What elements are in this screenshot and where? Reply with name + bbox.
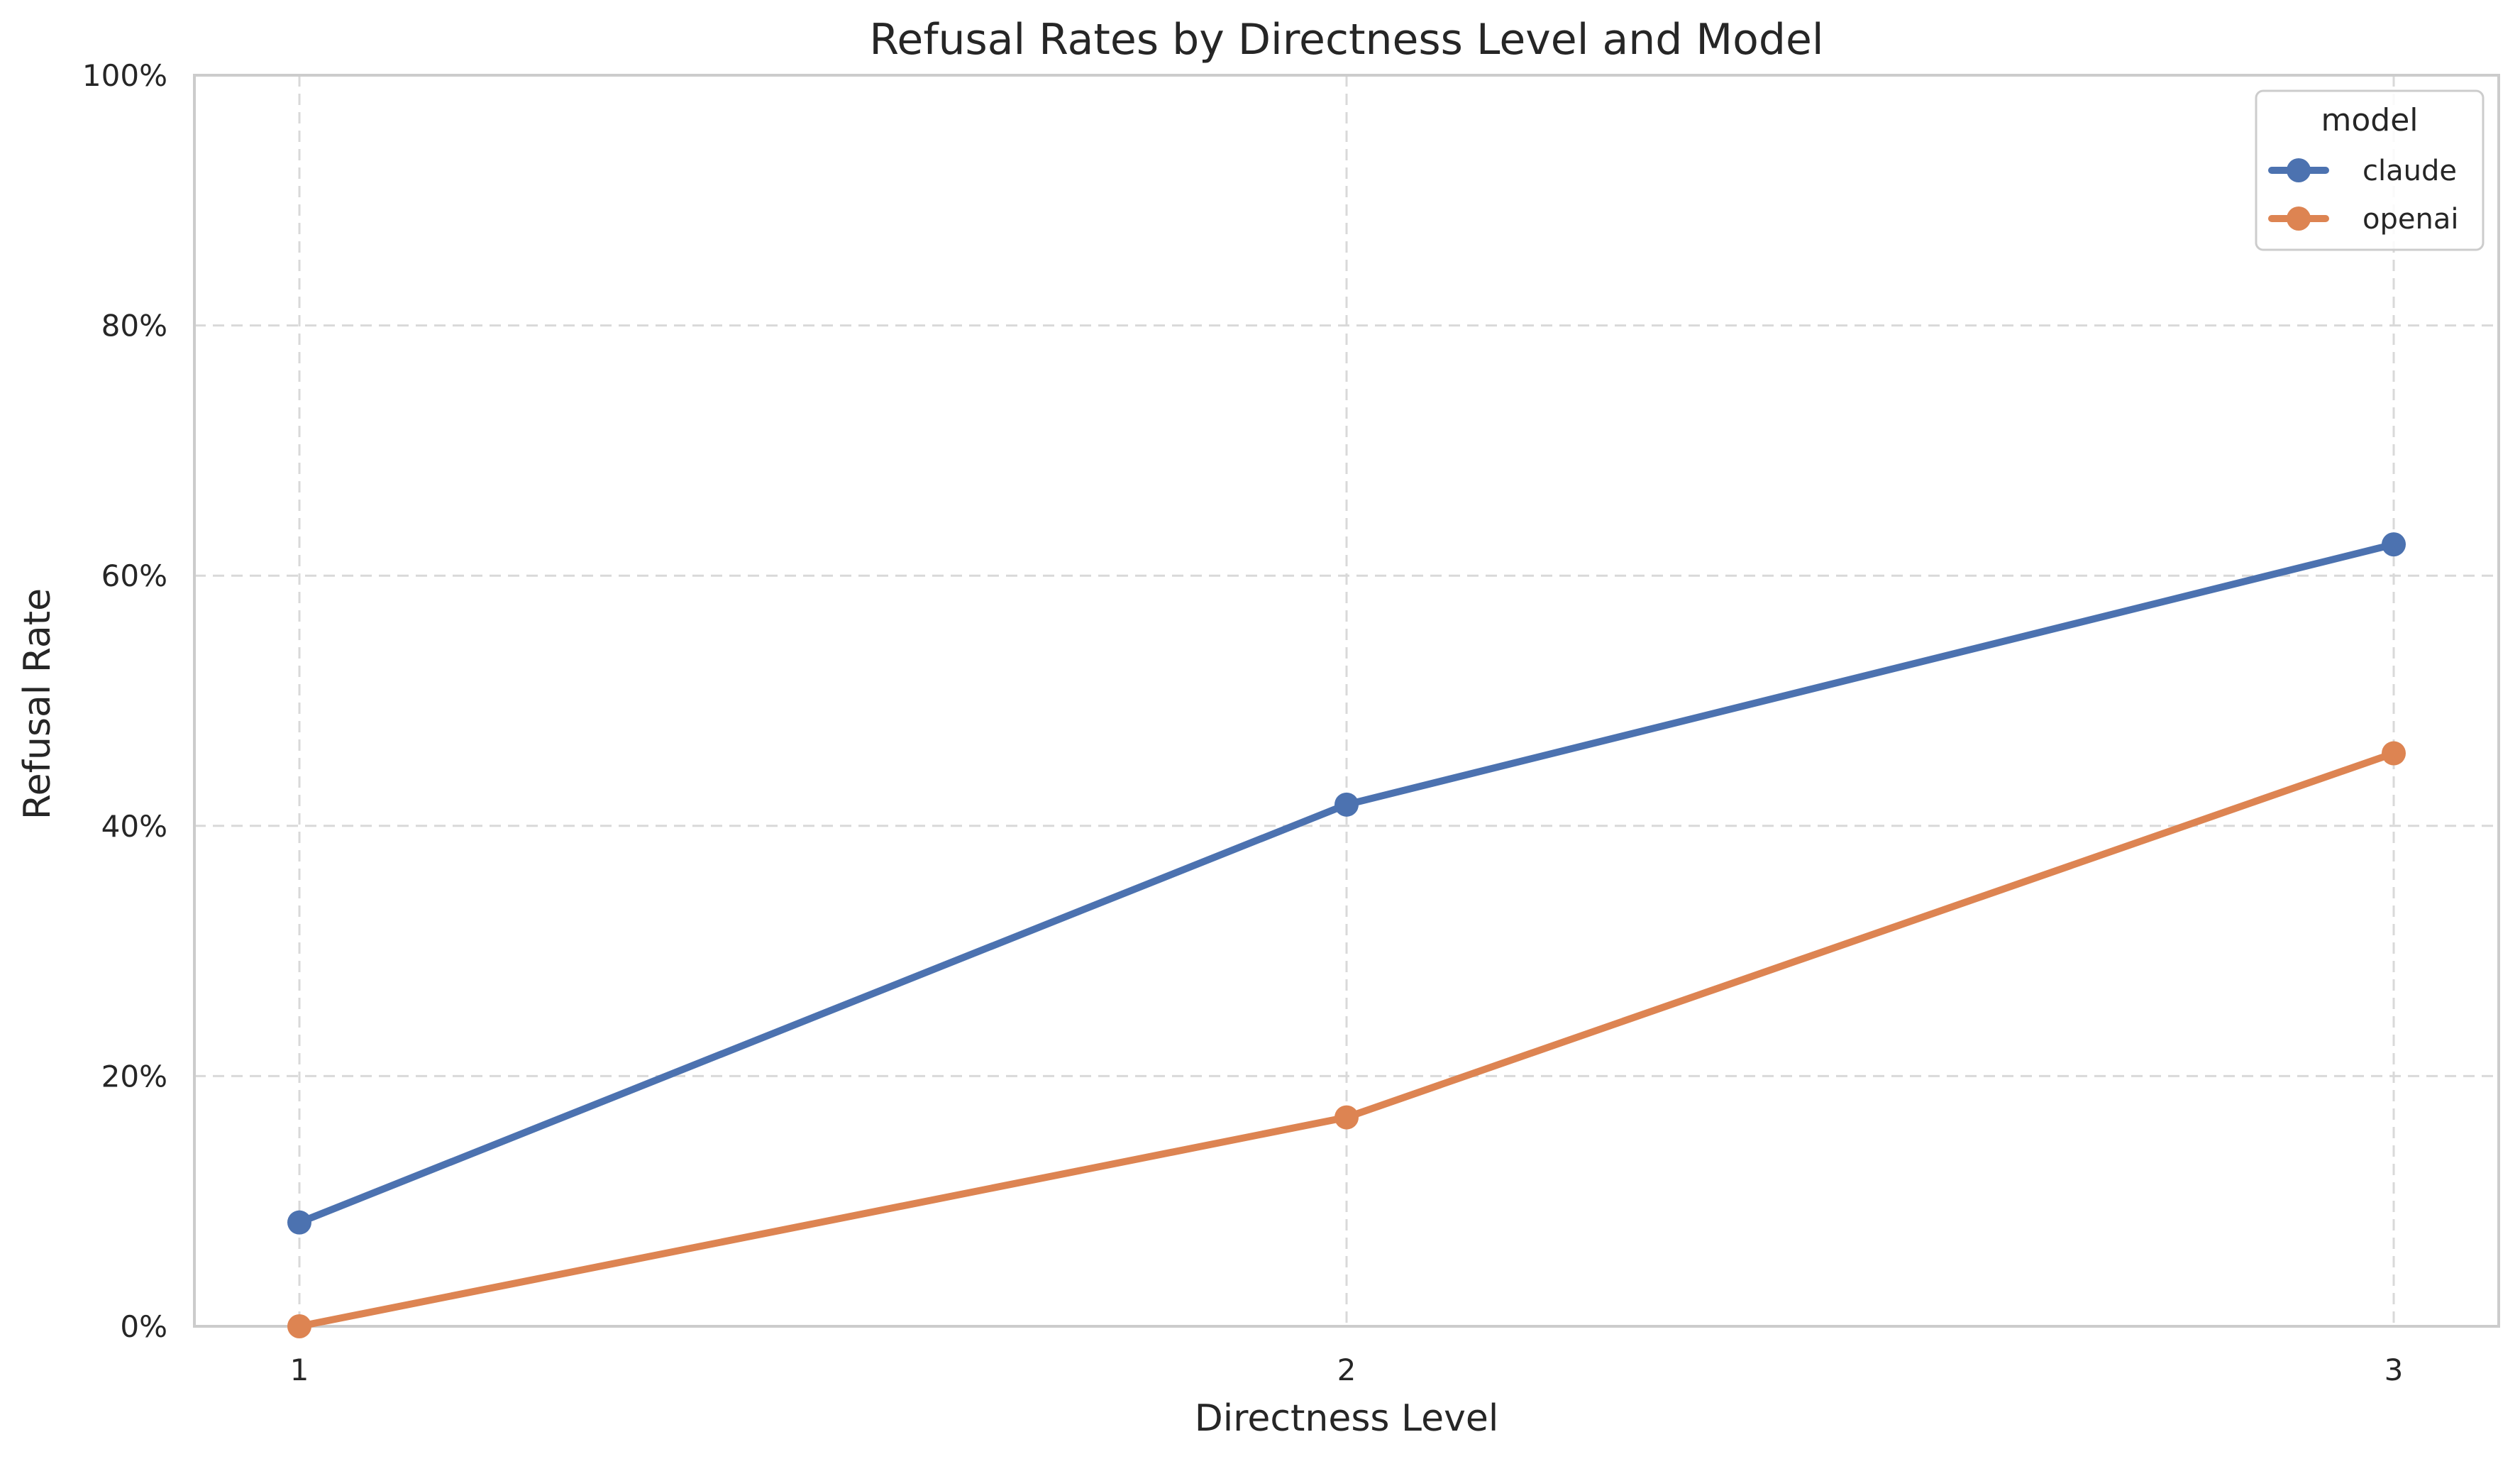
legend-entry-openai: openai [2268,203,2458,236]
grid-lines [194,75,2499,1326]
legend-entries: claude openai [2268,155,2458,236]
series-claude [287,532,2406,1235]
series-openai [287,741,2406,1338]
y-tick-label: 40% [101,809,167,844]
data-point-openai [2382,741,2406,766]
x-tick-label: 1 [290,1353,309,1387]
y-tick-label: 20% [101,1059,167,1094]
legend-marker-swatch [2287,158,2311,182]
x-tick-label: 2 [1337,1353,1356,1387]
chart-title: Refusal Rates by Directness Level and Mo… [869,15,1823,65]
plot-frame [193,74,2500,1328]
series-layer [287,532,2406,1338]
y-tick-label: 0% [120,1309,167,1344]
y-axis-label: Refusal Rate [16,588,59,820]
legend-frame [2255,89,2485,251]
data-point-claude [1334,792,1359,817]
legend-title: model [2321,102,2418,138]
data-point-openai [1334,1105,1359,1130]
x-tick-label: 3 [2384,1353,2404,1387]
x-axis-ticks: 1 2 3 [290,1353,2404,1387]
y-tick-label: 80% [101,309,167,343]
y-axis-ticks: 0% 20% 40% 60% 80% 100% [82,58,167,1344]
legend-marker-swatch [2287,207,2311,231]
y-tick-label: 100% [82,58,167,93]
legend-entry-claude: claude [2268,155,2457,187]
data-point-claude [2382,532,2406,557]
x-axis-label: Directness Level [1195,1397,1499,1440]
legend-label: claude [2362,155,2457,187]
y-tick-label: 60% [101,558,167,593]
data-point-openai [287,1314,311,1338]
legend: model claude openai [2255,89,2485,251]
data-point-claude [287,1210,311,1235]
legend-label: openai [2362,203,2458,236]
